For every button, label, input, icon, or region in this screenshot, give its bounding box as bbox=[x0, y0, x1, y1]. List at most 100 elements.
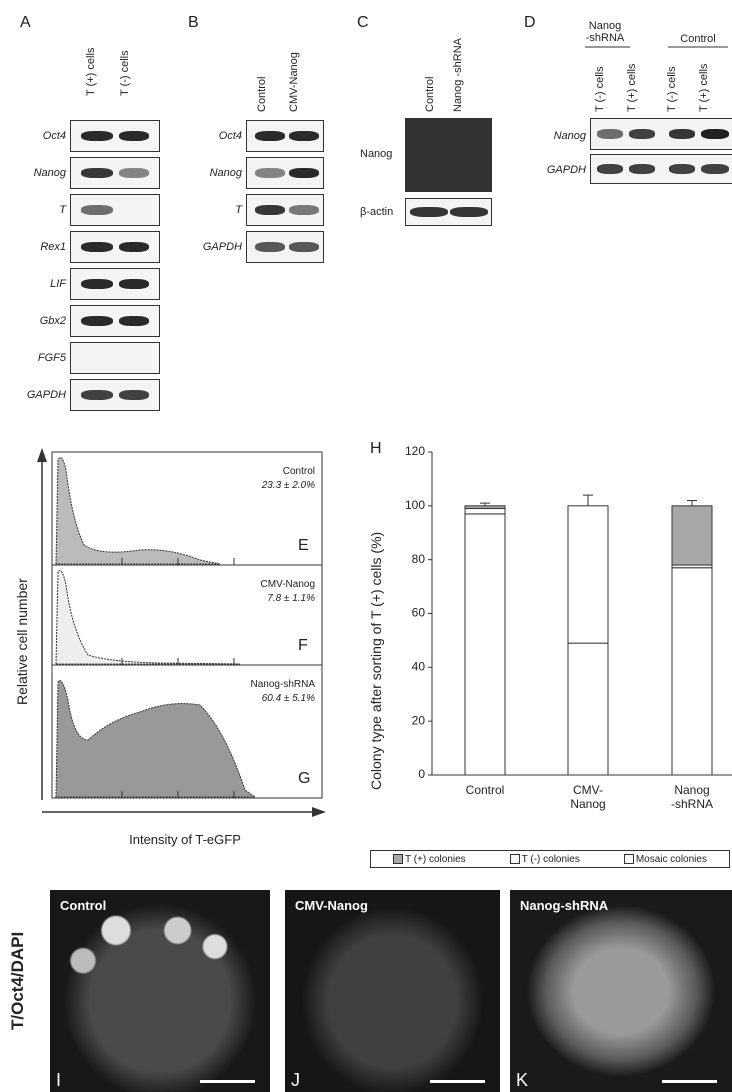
row-label: T bbox=[0, 204, 66, 216]
bar-segment bbox=[672, 506, 712, 565]
legend-item: T (-) colonies bbox=[510, 854, 580, 865]
image-label: CMV-Nanog bbox=[295, 900, 368, 912]
gel-band bbox=[119, 279, 149, 289]
gel-band bbox=[119, 242, 149, 252]
gel-band bbox=[410, 207, 448, 217]
gel-band bbox=[81, 316, 113, 326]
gel-box bbox=[246, 231, 324, 263]
gel-band bbox=[255, 205, 285, 215]
gel-band bbox=[119, 131, 149, 141]
x-tick-label: Control bbox=[440, 783, 530, 797]
bar-segment bbox=[568, 506, 608, 643]
gel-band bbox=[119, 168, 149, 178]
row-label: Nanog bbox=[180, 167, 242, 179]
row-label: Oct4 bbox=[180, 130, 242, 142]
gel-band bbox=[669, 129, 695, 139]
gel-box bbox=[70, 342, 160, 374]
gel-band bbox=[701, 129, 729, 139]
column-label: T (+) cells bbox=[698, 64, 710, 112]
flow-value: 7.8 ± 1.1% bbox=[180, 593, 315, 605]
gel-band bbox=[629, 129, 655, 139]
flow-value: 23.3 ± 2.0% bbox=[180, 480, 315, 492]
gel-box bbox=[590, 154, 732, 184]
column-label: Nanog -shRNA bbox=[452, 38, 464, 112]
bar-segment bbox=[672, 568, 712, 775]
gel-band bbox=[629, 164, 655, 174]
panel-letter: D bbox=[524, 14, 536, 32]
legend-swatch bbox=[624, 854, 634, 864]
scale-bar bbox=[662, 1080, 717, 1083]
row-label: Nanog bbox=[0, 167, 66, 179]
row-label: LIF bbox=[0, 278, 66, 290]
column-label: T (+) cells bbox=[626, 64, 638, 112]
axis-label: Intensity of T-eGFP bbox=[60, 834, 310, 846]
y-tick-label: 100 bbox=[405, 498, 425, 512]
row-label: GAPDH bbox=[0, 389, 66, 401]
gel-band bbox=[289, 131, 319, 141]
panel-letter: H bbox=[370, 440, 382, 458]
gel-box bbox=[246, 194, 324, 226]
panel-letter: A bbox=[20, 14, 31, 32]
panel-letter: G bbox=[298, 770, 310, 788]
gel-band bbox=[669, 164, 695, 174]
image-letter: K bbox=[516, 1070, 528, 1090]
row-label: Oct4 bbox=[0, 130, 66, 142]
figure: 020406080100120 AT (+) cellsT (-) cellsO… bbox=[0, 0, 732, 1092]
gel-band bbox=[289, 205, 319, 215]
legend-label: Mosaic colonies bbox=[636, 854, 707, 865]
row-label: Rex1 bbox=[0, 241, 66, 253]
y-tick-label: 60 bbox=[412, 606, 426, 620]
gel-box bbox=[70, 379, 160, 411]
y-tick-label: 20 bbox=[412, 713, 426, 727]
flow-name: Control bbox=[180, 466, 315, 478]
column-label: Control bbox=[424, 77, 436, 112]
gel-box bbox=[70, 194, 160, 226]
bar-segment bbox=[465, 506, 505, 509]
row-label: GAPDH bbox=[530, 164, 586, 176]
row-label: Nanog bbox=[530, 130, 586, 142]
error-bar bbox=[583, 495, 593, 506]
column-label: Control bbox=[256, 77, 268, 112]
error-bar bbox=[687, 500, 697, 505]
gel-box bbox=[70, 157, 160, 189]
flow-name: CMV-Nanog bbox=[180, 579, 315, 591]
row-label: Gbx2 bbox=[0, 315, 66, 327]
legend: T (+) coloniesT (-) coloniesMosaic colon… bbox=[370, 850, 730, 868]
column-label: T (-) cells bbox=[666, 66, 678, 112]
row-label: FGF5 bbox=[0, 352, 66, 364]
gel-band bbox=[450, 207, 488, 217]
gel-box bbox=[70, 268, 160, 300]
gel-band bbox=[255, 242, 285, 252]
micrograph bbox=[50, 890, 270, 1092]
image-label: Control bbox=[60, 900, 106, 912]
column-label: T (-) cells bbox=[119, 50, 131, 96]
scale-bar bbox=[200, 1080, 255, 1083]
side-label: T/Oct4/DAPI bbox=[8, 932, 28, 1030]
gel-box bbox=[405, 118, 492, 192]
image-letter: J bbox=[291, 1070, 300, 1090]
panel-letter: B bbox=[188, 14, 199, 32]
flow-value: 60.4 ± 5.1% bbox=[180, 693, 315, 705]
column-label: T (-) cells bbox=[594, 66, 606, 112]
y-tick-label: 80 bbox=[412, 552, 426, 566]
gel-box bbox=[70, 305, 160, 337]
legend-swatch bbox=[510, 854, 520, 864]
arrow-head bbox=[312, 807, 326, 817]
legend-swatch bbox=[393, 854, 403, 864]
gel-band bbox=[119, 390, 149, 400]
legend-item: Mosaic colonies bbox=[624, 854, 707, 865]
group-label: Control bbox=[668, 33, 728, 45]
micrograph bbox=[285, 890, 500, 1092]
gel-band bbox=[81, 168, 113, 178]
flow-name: Nanog-shRNA bbox=[180, 679, 315, 691]
image-letter: I bbox=[56, 1070, 61, 1090]
gel-band bbox=[81, 390, 113, 400]
gel-band bbox=[701, 164, 729, 174]
gel-band bbox=[597, 129, 623, 139]
gel-box bbox=[246, 120, 324, 152]
gel-box bbox=[405, 198, 492, 226]
panel-letter: E bbox=[298, 537, 309, 555]
gel-band bbox=[289, 242, 319, 252]
panel-letter: F bbox=[298, 637, 308, 655]
gel-band bbox=[81, 131, 113, 141]
